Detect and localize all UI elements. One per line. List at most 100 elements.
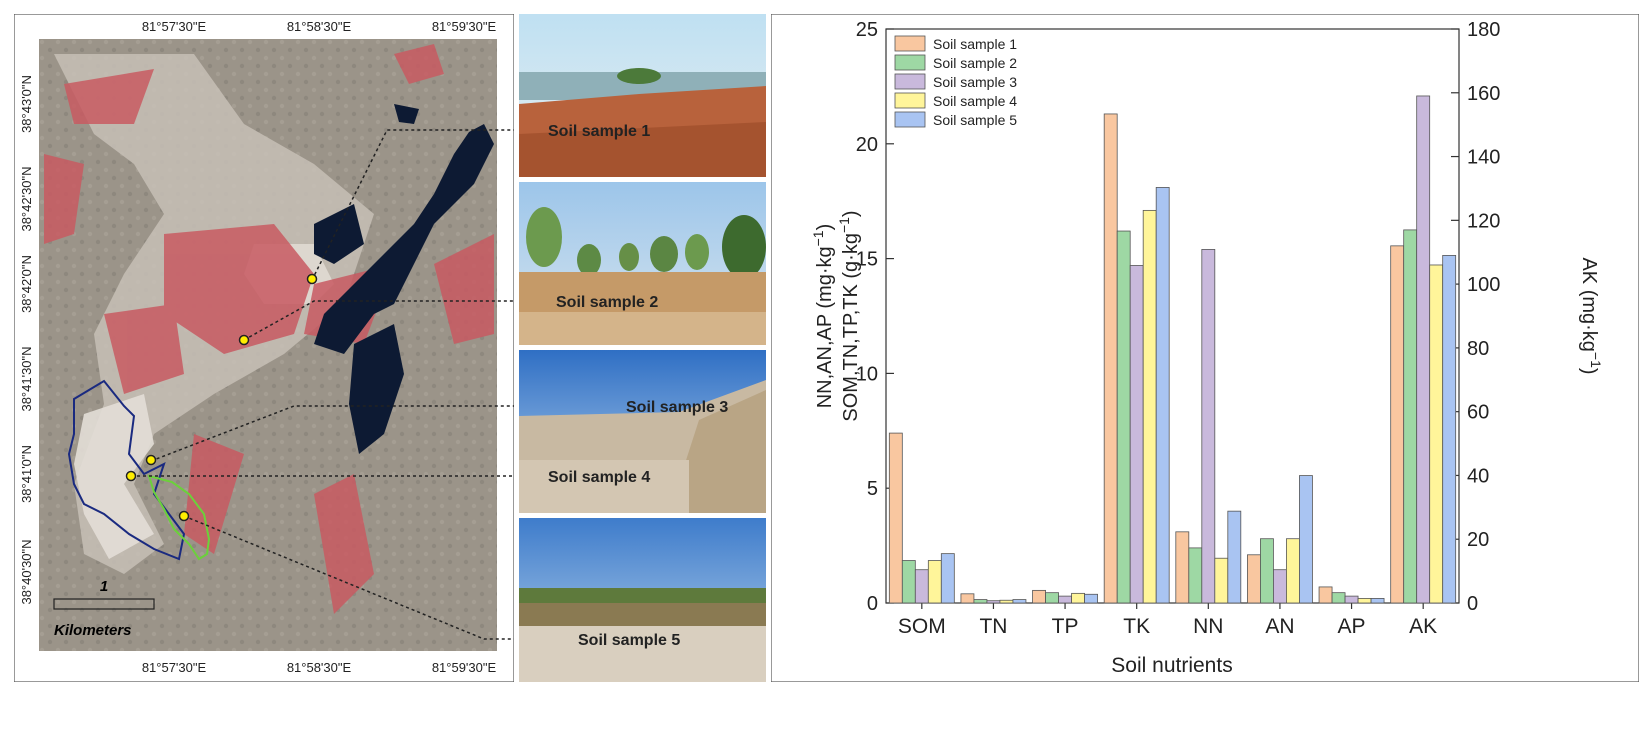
left-coord: 38°42'0"N <box>19 255 34 313</box>
x-tick-label: SOM <box>898 615 946 638</box>
legend-swatch <box>894 35 926 52</box>
x-tick-label: TP <box>1052 615 1079 638</box>
left-tick-label: 25 <box>856 19 878 41</box>
legend-label: Soil sample 2 <box>933 55 1017 71</box>
right-tick-label: 0 <box>1467 593 1478 615</box>
bar <box>1247 554 1261 604</box>
photo-sample-5 <box>519 518 766 682</box>
right-axis: 0 20 40 60 80 100 120 140 160 180 <box>1451 19 1500 615</box>
bottom-coord: 81°59'30"E <box>432 660 497 675</box>
bar <box>1227 510 1242 604</box>
x-tick-label: AP <box>1338 615 1366 638</box>
bar <box>1370 598 1385 604</box>
blue-boundary <box>67 379 186 561</box>
top-coord: 81°57'30"E <box>142 19 207 34</box>
green-boundary <box>147 474 211 561</box>
sample-label-3: Soil sample 3 <box>626 399 728 416</box>
left-tick-label: 0 <box>867 593 878 615</box>
left-coord: 38°40'30"N <box>19 539 34 604</box>
photo-sample-1 <box>519 14 766 177</box>
left-tick-label: 10 <box>856 363 878 385</box>
bar <box>1116 230 1131 604</box>
right-tick-label: 160 <box>1467 83 1500 105</box>
left-axis: 0 5 10 15 20 25 <box>856 19 894 615</box>
map-panel: 81°57'30"E 81°58'30"E 81°59'30"E 81°57'3… <box>14 14 514 682</box>
bar <box>1273 569 1287 604</box>
right-tick-label: 140 <box>1467 147 1500 169</box>
legend: Soil sample 1 Soil sample 2 Soil sample 3 S… <box>894 35 1017 128</box>
bar <box>1214 557 1229 604</box>
bar <box>1155 187 1170 604</box>
bar <box>1390 245 1405 604</box>
x-tick-label: AN <box>1265 615 1294 638</box>
bar <box>914 569 929 604</box>
bar <box>1084 593 1098 604</box>
photo-sample-3 <box>519 350 766 513</box>
left-tick-label: 5 <box>867 478 878 500</box>
sample-point-2 <box>238 334 250 346</box>
left-tick-label: 15 <box>856 249 878 271</box>
bar <box>1286 538 1300 604</box>
right-tick-label: 20 <box>1467 529 1489 551</box>
bottom-coord: 81°57'30"E <box>142 660 207 675</box>
bar <box>1045 592 1059 604</box>
bars <box>888 95 1457 604</box>
plot-area <box>885 28 1460 604</box>
right-tick-label: 100 <box>1467 274 1500 296</box>
bar <box>1344 595 1359 604</box>
bar <box>1403 229 1418 604</box>
x-tick-label: AK <box>1409 615 1437 638</box>
right-tick-label: 80 <box>1467 338 1489 360</box>
bar <box>901 560 916 604</box>
right-tick-label: 40 <box>1467 465 1489 487</box>
left-tick-label: 20 <box>856 134 878 156</box>
bar <box>960 593 975 604</box>
scale-bar <box>53 598 155 610</box>
sample-label-5: Soil sample 5 <box>578 632 680 649</box>
left-coord: 38°43'0"N <box>19 75 34 133</box>
top-coord: 81°58'30"E <box>287 19 352 34</box>
bar <box>1142 209 1157 604</box>
bar <box>1058 595 1072 604</box>
bar <box>1299 475 1313 604</box>
leader-lines <box>131 129 514 640</box>
sample-point-5 <box>178 510 190 522</box>
right-axis-label: AK (mg·kg−1) <box>1578 257 1604 374</box>
bar <box>1129 265 1144 604</box>
salt-flat-bright <box>74 394 154 559</box>
bar <box>1103 113 1118 604</box>
water-bodies <box>314 104 494 454</box>
y-axis-label-line1: NN,AN,AP (mg·kg−1) <box>810 224 836 409</box>
left-coord: 38°41'30"N <box>19 346 34 411</box>
bar <box>1188 547 1203 604</box>
x-axis: SOM TN TP TK NN AN AP AK <box>898 603 1437 638</box>
legend-label: Soil sample 4 <box>933 93 1017 109</box>
bar <box>1175 531 1190 604</box>
x-tick-label: TK <box>1123 615 1150 638</box>
legend-swatch <box>894 73 926 90</box>
right-tick-label: 60 <box>1467 402 1489 424</box>
scale-unit: Kilometers <box>54 622 132 639</box>
legend-label: Soil sample 3 <box>933 74 1017 90</box>
bar <box>1442 255 1457 604</box>
left-coord: 38°41'0"N <box>19 445 34 503</box>
bar <box>1260 538 1274 604</box>
sample-label-1: Soil sample 1 <box>548 123 650 140</box>
sample-point-1 <box>306 273 318 285</box>
bar <box>986 600 1001 604</box>
bar <box>1429 264 1444 604</box>
sample-labels: Soil sample 1 Soil sample 2 Soil sample … <box>548 123 728 649</box>
legend-label: Soil sample 1 <box>933 36 1017 52</box>
x-tick-label: TN <box>979 615 1007 638</box>
x-tick-label: NN <box>1193 615 1223 638</box>
sample-label-2: Soil sample 2 <box>556 294 658 311</box>
right-tick-label: 180 <box>1467 19 1500 41</box>
bar <box>1071 592 1085 604</box>
legend-swatch <box>894 54 926 71</box>
legend-swatch <box>894 92 926 109</box>
bar <box>1201 249 1216 604</box>
sample-label-4: Soil sample 4 <box>548 469 650 486</box>
bar <box>1357 598 1372 604</box>
bar <box>1416 95 1431 604</box>
x-axis-label: Soil nutrients <box>1111 654 1232 677</box>
